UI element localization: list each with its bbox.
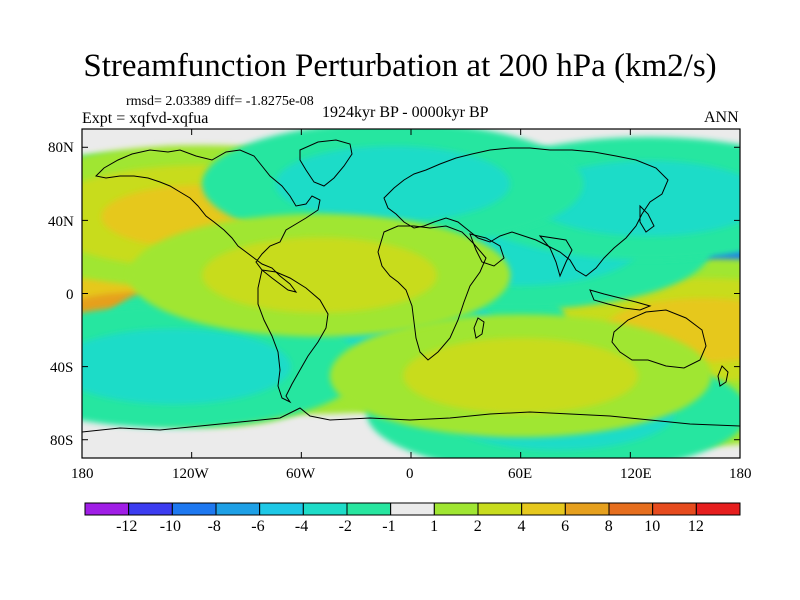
colorbar-box	[433, 502, 479, 516]
coast-japan	[639, 204, 655, 233]
lon-label-60e: 60E	[508, 466, 533, 482]
anomaly-contour	[202, 237, 438, 314]
colorbar-label: -4	[294, 518, 309, 535]
colorbar-box	[346, 502, 392, 516]
colorbar-box	[521, 502, 566, 516]
anomaly-center	[329, 314, 712, 438]
colorbar-box	[652, 502, 697, 516]
anomaly-contour	[82, 328, 291, 405]
colorbar-label: -2	[338, 518, 352, 535]
colorbar-box	[215, 502, 261, 516]
anomaly-center	[128, 213, 511, 337]
colorbar-box	[564, 502, 610, 516]
stats-text: rmsd= 2.03389 diff= -1.8275e-08	[126, 94, 314, 109]
lon-label-0: 0	[406, 466, 414, 482]
colorbar-label: 1	[430, 518, 439, 535]
coast-south-america	[257, 269, 329, 404]
experiment-text: Expt = xqfvd-xqfua	[82, 110, 209, 127]
colorbar-label: 8	[604, 518, 613, 535]
anomaly-contour	[403, 337, 639, 414]
colorbar-label: -6	[251, 518, 265, 535]
coast-madagascar	[473, 317, 485, 339]
colorbar-box	[390, 502, 435, 516]
colorbar-label: -1	[382, 518, 396, 535]
colorbar-box	[84, 502, 130, 516]
lat-label-40s: 40S	[50, 360, 74, 376]
colorbar-label: 10	[644, 518, 661, 535]
coast-eurasia	[383, 147, 669, 277]
colorbar-box	[171, 502, 217, 516]
season-text: ANN	[704, 109, 739, 126]
colorbar-box	[302, 502, 348, 516]
coast-new-zealand	[717, 365, 729, 387]
colorbar-box	[608, 502, 654, 516]
coast-arabia	[469, 233, 505, 267]
colorbar-label: 2	[473, 518, 482, 535]
anomaly-fields	[82, 129, 740, 458]
lat-label-80s: 80S	[50, 433, 74, 449]
coast-antarctica	[82, 407, 740, 433]
colorbar-box	[128, 502, 173, 516]
coast-north-america	[94, 149, 321, 293]
coastlines	[82, 139, 740, 433]
figure-title: Streamfunction Perturbation at 200 hPa (…	[83, 48, 717, 84]
lon-label-60w: 60W	[286, 466, 316, 482]
colorbar-label: 4	[517, 518, 526, 535]
anomaly-contour	[275, 146, 511, 222]
colorbar-box	[695, 502, 741, 516]
colorbar-label: -8	[207, 518, 221, 535]
colorbar-label: 6	[561, 518, 570, 535]
coast-australia	[611, 309, 707, 369]
colorbar-box	[259, 502, 304, 516]
colorbar-label: -10	[159, 518, 182, 535]
axis-ticks	[81, 129, 741, 458]
coast-india	[538, 235, 573, 278]
lon-label-120w: 120W	[172, 466, 209, 482]
coast-africa	[377, 225, 487, 361]
lon-label-120e: 120E	[620, 466, 652, 482]
anomaly-contour	[531, 160, 740, 237]
lat-label-0: 0	[66, 287, 74, 303]
coast-greenland	[299, 139, 353, 187]
colorbar-label: -12	[116, 518, 138, 535]
colorbar-box	[477, 502, 523, 516]
colorbar	[84, 502, 741, 516]
coast-maritime-asia	[589, 289, 652, 311]
period-text: 1924kyr BP - 0000kyr BP	[322, 104, 489, 121]
colorbar-label: 12	[687, 518, 704, 535]
lon-label-180e: 180	[729, 466, 752, 482]
lat-label-80n: 80N	[48, 140, 74, 156]
lon-label-180w: 180	[71, 466, 94, 482]
lat-label-40n: 40N	[48, 214, 74, 230]
